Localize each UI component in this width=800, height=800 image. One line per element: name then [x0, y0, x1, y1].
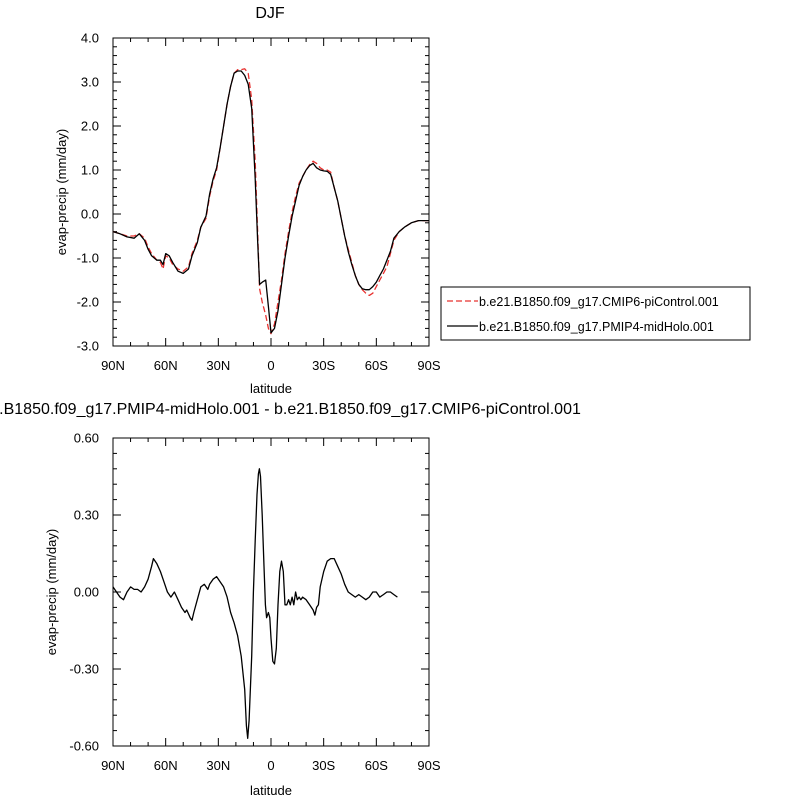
bottom-series-line-0	[112, 468, 398, 739]
top-y-tick-label: 0.0	[81, 207, 99, 222]
legend-box	[440, 286, 751, 341]
top-y-tick-label: 1.0	[81, 163, 99, 178]
bottom-panel: b.e21.B1850.f09_g17.PMIP4-midHolo.001 - …	[0, 401, 581, 798]
legend-label-picontrol: b.e21.B1850.f09_g17.CMIP6-piControl.001	[479, 295, 719, 309]
top-series-lines	[112, 68, 429, 335]
bottom-x-tick-label: 90S	[417, 758, 440, 773]
bottom-y-axis-label: evap-precip (mm/day)	[44, 529, 59, 655]
bottom-x-tick-label: 60N	[154, 758, 178, 773]
top-y-tick-label: 4.0	[81, 31, 99, 46]
top-chart-title: DJF	[255, 5, 285, 22]
bottom-plot-frame	[112, 437, 430, 747]
top-x-tick-label: 0	[267, 358, 274, 373]
top-series-line-1	[112, 70, 429, 334]
top-x-tick-label: 60N	[154, 358, 178, 373]
bottom-y-tick-label: 0.00	[74, 585, 99, 600]
top-x-tick-label: 90N	[101, 358, 125, 373]
top-series-line-0	[112, 68, 429, 335]
bottom-x-tick-label: 60S	[365, 758, 388, 773]
bottom-y-tick-label: 0.30	[74, 508, 99, 523]
bottom-x-tick-label: 30S	[312, 758, 335, 773]
bottom-x-tick-label: 30N	[206, 758, 230, 773]
bottom-y-tick-label: 0.60	[74, 431, 99, 446]
top-y-tick-label: -3.0	[77, 339, 99, 354]
top-x-tick-label: 60S	[365, 358, 388, 373]
bottom-x-axis: 90N 60N 30N 0 30S 60S 90S	[101, 438, 441, 773]
top-y-tick-label: -1.0	[77, 251, 99, 266]
bottom-chart-title: b.e21.B1850.f09_g17.PMIP4-midHolo.001 - …	[0, 401, 581, 418]
top-y-tick-label: 3.0	[81, 75, 99, 90]
top-plot-frame	[112, 37, 430, 347]
bottom-x-tick-label: 0	[267, 758, 274, 773]
bottom-y-tick-label: -0.60	[69, 739, 99, 754]
bottom-y-axis: -0.60 -0.30 0.00 0.30 0.60	[69, 431, 429, 754]
bottom-x-axis-label: latitude	[250, 783, 292, 798]
legend-label-midholo: b.e21.B1850.f09_g17.PMIP4-midHolo.001	[479, 320, 714, 334]
top-x-axis: 90N 60N 30N 0 30S 60S 90S	[101, 38, 441, 373]
top-y-tick-label: -2.0	[77, 295, 99, 310]
top-y-axis: -3.0 -2.0 -1.0 0.0 1.0 2.0 3.0 4.0	[77, 31, 429, 354]
top-x-tick-label: 30S	[312, 358, 335, 373]
top-x-axis-label: latitude	[250, 381, 292, 396]
top-x-tick-label: 90S	[417, 358, 440, 373]
top-y-tick-label: 2.0	[81, 119, 99, 134]
top-x-tick-label: 30N	[206, 358, 230, 373]
top-panel: DJF -3.0 -2.0 -1.0 0.0 1.0 2.0 3.0 4.0 90N 60N 30…	[54, 5, 441, 396]
bottom-y-tick-label: -0.30	[69, 662, 99, 677]
bottom-x-tick-label: 90N	[101, 758, 125, 773]
bottom-series-lines	[112, 468, 398, 739]
legend: b.e21.B1850.f09_g17.CMIP6-piControl.001 …	[440, 286, 751, 341]
top-y-axis-label: evap-precip (mm/day)	[54, 129, 69, 255]
